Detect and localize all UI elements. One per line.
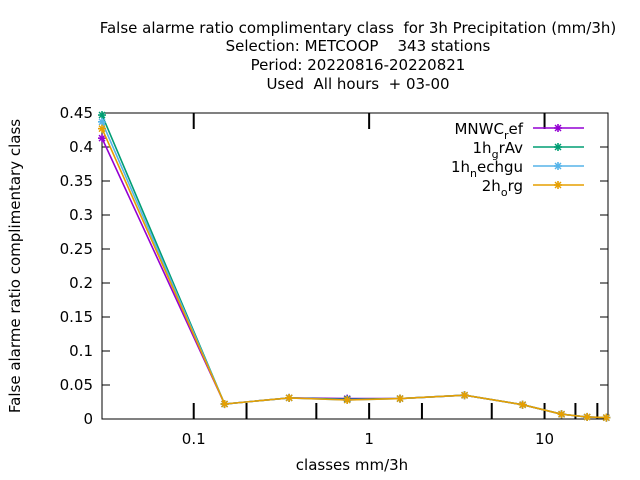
x-tick-label: 1 (364, 430, 374, 448)
marker-d2 (285, 394, 293, 402)
y-tick-label: 0.45 (60, 104, 93, 122)
axes: 0 0.05 0.1 0.15 0.2 0.25 0.3 0.35 0.4 0.45 0.1 1 10 (60, 104, 609, 448)
series-1 (98, 134, 611, 422)
series-2 (98, 111, 611, 422)
chart-title-line-4: Used All hours + 03-00 (266, 75, 450, 93)
marker-d2 (461, 391, 469, 399)
series-lines (98, 111, 611, 422)
y-tick-label: 0.25 (60, 240, 93, 258)
series-line (101, 128, 607, 419)
legend-item-3: 1hnechgu (451, 158, 584, 180)
data-point (396, 394, 405, 403)
series-line (101, 121, 607, 419)
plot-frame (101, 112, 609, 420)
legend-label-base: 1h (473, 139, 492, 157)
legend-label-base: 2h (482, 177, 501, 195)
legend-label-rest: rAv (499, 139, 524, 157)
marker-d2 (98, 125, 106, 133)
data-point (220, 400, 229, 409)
legend-item-1: MNWCref (454, 120, 584, 142)
data-point (518, 400, 527, 409)
legend-marker-d2 (554, 124, 562, 132)
x-tick-label: 0.1 (182, 430, 206, 448)
y-tick-label: 0.1 (69, 342, 93, 360)
y-tick-label: 0.35 (60, 172, 93, 190)
legend-label-base: MNWC (454, 120, 503, 138)
y-tick-label: 0 (83, 410, 93, 428)
legend-label: 1hnechgu (451, 158, 523, 180)
y-tick-label: 0.4 (69, 138, 93, 156)
data-point (285, 393, 294, 402)
data-point (98, 124, 106, 133)
data-point (602, 413, 611, 422)
series-line (101, 137, 607, 419)
marker-d2 (519, 401, 527, 409)
legend-marker-d2 (554, 143, 562, 151)
marker-d2 (583, 413, 591, 421)
legend-item-4: 2horg (482, 177, 584, 199)
legend-label-rest: echgu (477, 158, 523, 176)
legend-label-subscript: r (504, 129, 509, 142)
marker-d2 (221, 400, 229, 408)
legend-label-rest: rg (508, 177, 523, 195)
series-line (101, 114, 607, 419)
x-axis-label: classes mm/3h (296, 456, 408, 474)
y-tick-label: 0.2 (69, 274, 93, 292)
chart-title-line-2: Selection: METCOOP 343 stations (225, 37, 491, 55)
data-point (343, 395, 352, 404)
marker-d2 (98, 111, 106, 119)
data-point (98, 111, 106, 120)
legend-marker-d2 (554, 162, 562, 170)
marker-d2 (602, 414, 610, 422)
marker-d2 (98, 118, 106, 126)
legend-label-subscript: g (492, 148, 499, 161)
legend-marker-d2 (554, 181, 562, 189)
marker-d2 (98, 134, 106, 142)
y-tick-label: 0.15 (60, 308, 93, 326)
marker-d2 (396, 395, 404, 403)
legend-label-rest: ef (508, 120, 523, 138)
series-4 (98, 124, 611, 422)
chart-title-line-1: False alarme ratio complimentary class f… (99, 19, 617, 37)
marker-d2 (558, 410, 566, 418)
y-axis-label: False alarme ratio complimentary class (6, 119, 24, 413)
legend-label: 2horg (482, 177, 523, 199)
legend-label-subscript: o (501, 186, 508, 199)
legend-label: MNWCref (454, 120, 523, 142)
y-tick-label: 0.3 (69, 206, 93, 224)
data-point (98, 134, 106, 143)
data-point (583, 412, 592, 421)
series-3 (98, 117, 611, 422)
data-point (460, 391, 469, 400)
x-tick-label: 10 (535, 430, 554, 448)
legend-item-2: 1hgrAv (473, 139, 584, 161)
legend-label: 1hgrAv (473, 139, 524, 161)
data-point (557, 410, 566, 419)
chart-title-line-3: Period: 20220816-20220821 (250, 56, 466, 74)
legend-label-base: 1h (451, 158, 470, 176)
data-point (98, 117, 106, 126)
y-tick-label: 0.05 (60, 376, 93, 394)
legend-label-subscript: n (470, 167, 477, 180)
marker-d2 (343, 396, 351, 404)
